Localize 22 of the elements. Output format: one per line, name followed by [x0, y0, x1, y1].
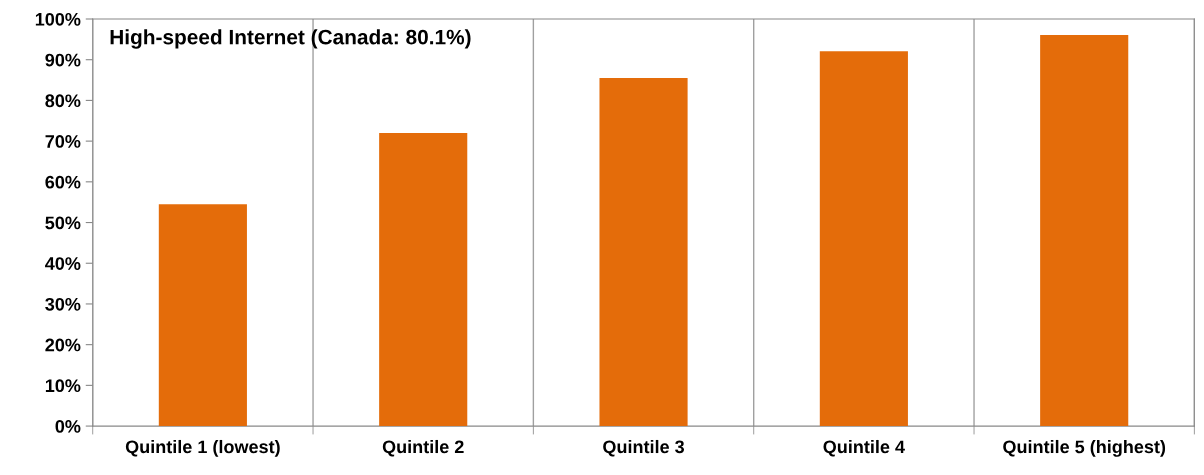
y-tick-label: 70% — [45, 135, 81, 148]
x-tick-label: Quintile 4 — [823, 439, 905, 457]
y-tick-label: 10% — [45, 379, 81, 393]
x-tick-label: Quintile 5 (highest) — [1003, 439, 1166, 457]
chart-title: High-speed Internet (Canada: 80.1%) — [110, 29, 471, 49]
x-tick-label: Quintile 3 — [603, 439, 685, 457]
y-tick-label: 50% — [45, 216, 81, 230]
bar — [599, 78, 688, 427]
y-tick-label: 40% — [45, 257, 81, 270]
x-tick-label: Quintile 1 (lowest) — [125, 439, 280, 457]
y-tick-label: 90% — [45, 53, 81, 67]
y-tick-label: 60% — [45, 175, 81, 189]
y-tick-label: 30% — [45, 297, 81, 311]
x-tick-label: Quintile 2 — [382, 439, 464, 457]
bar — [1040, 34, 1129, 427]
y-tick-label: 80% — [45, 94, 81, 108]
bar — [379, 132, 468, 427]
y-tick-label: 0% — [55, 420, 81, 433]
bar — [158, 204, 247, 427]
y-tick-label: 20% — [45, 338, 81, 352]
bar — [819, 51, 908, 427]
y-tick-label: 100% — [35, 12, 81, 26]
